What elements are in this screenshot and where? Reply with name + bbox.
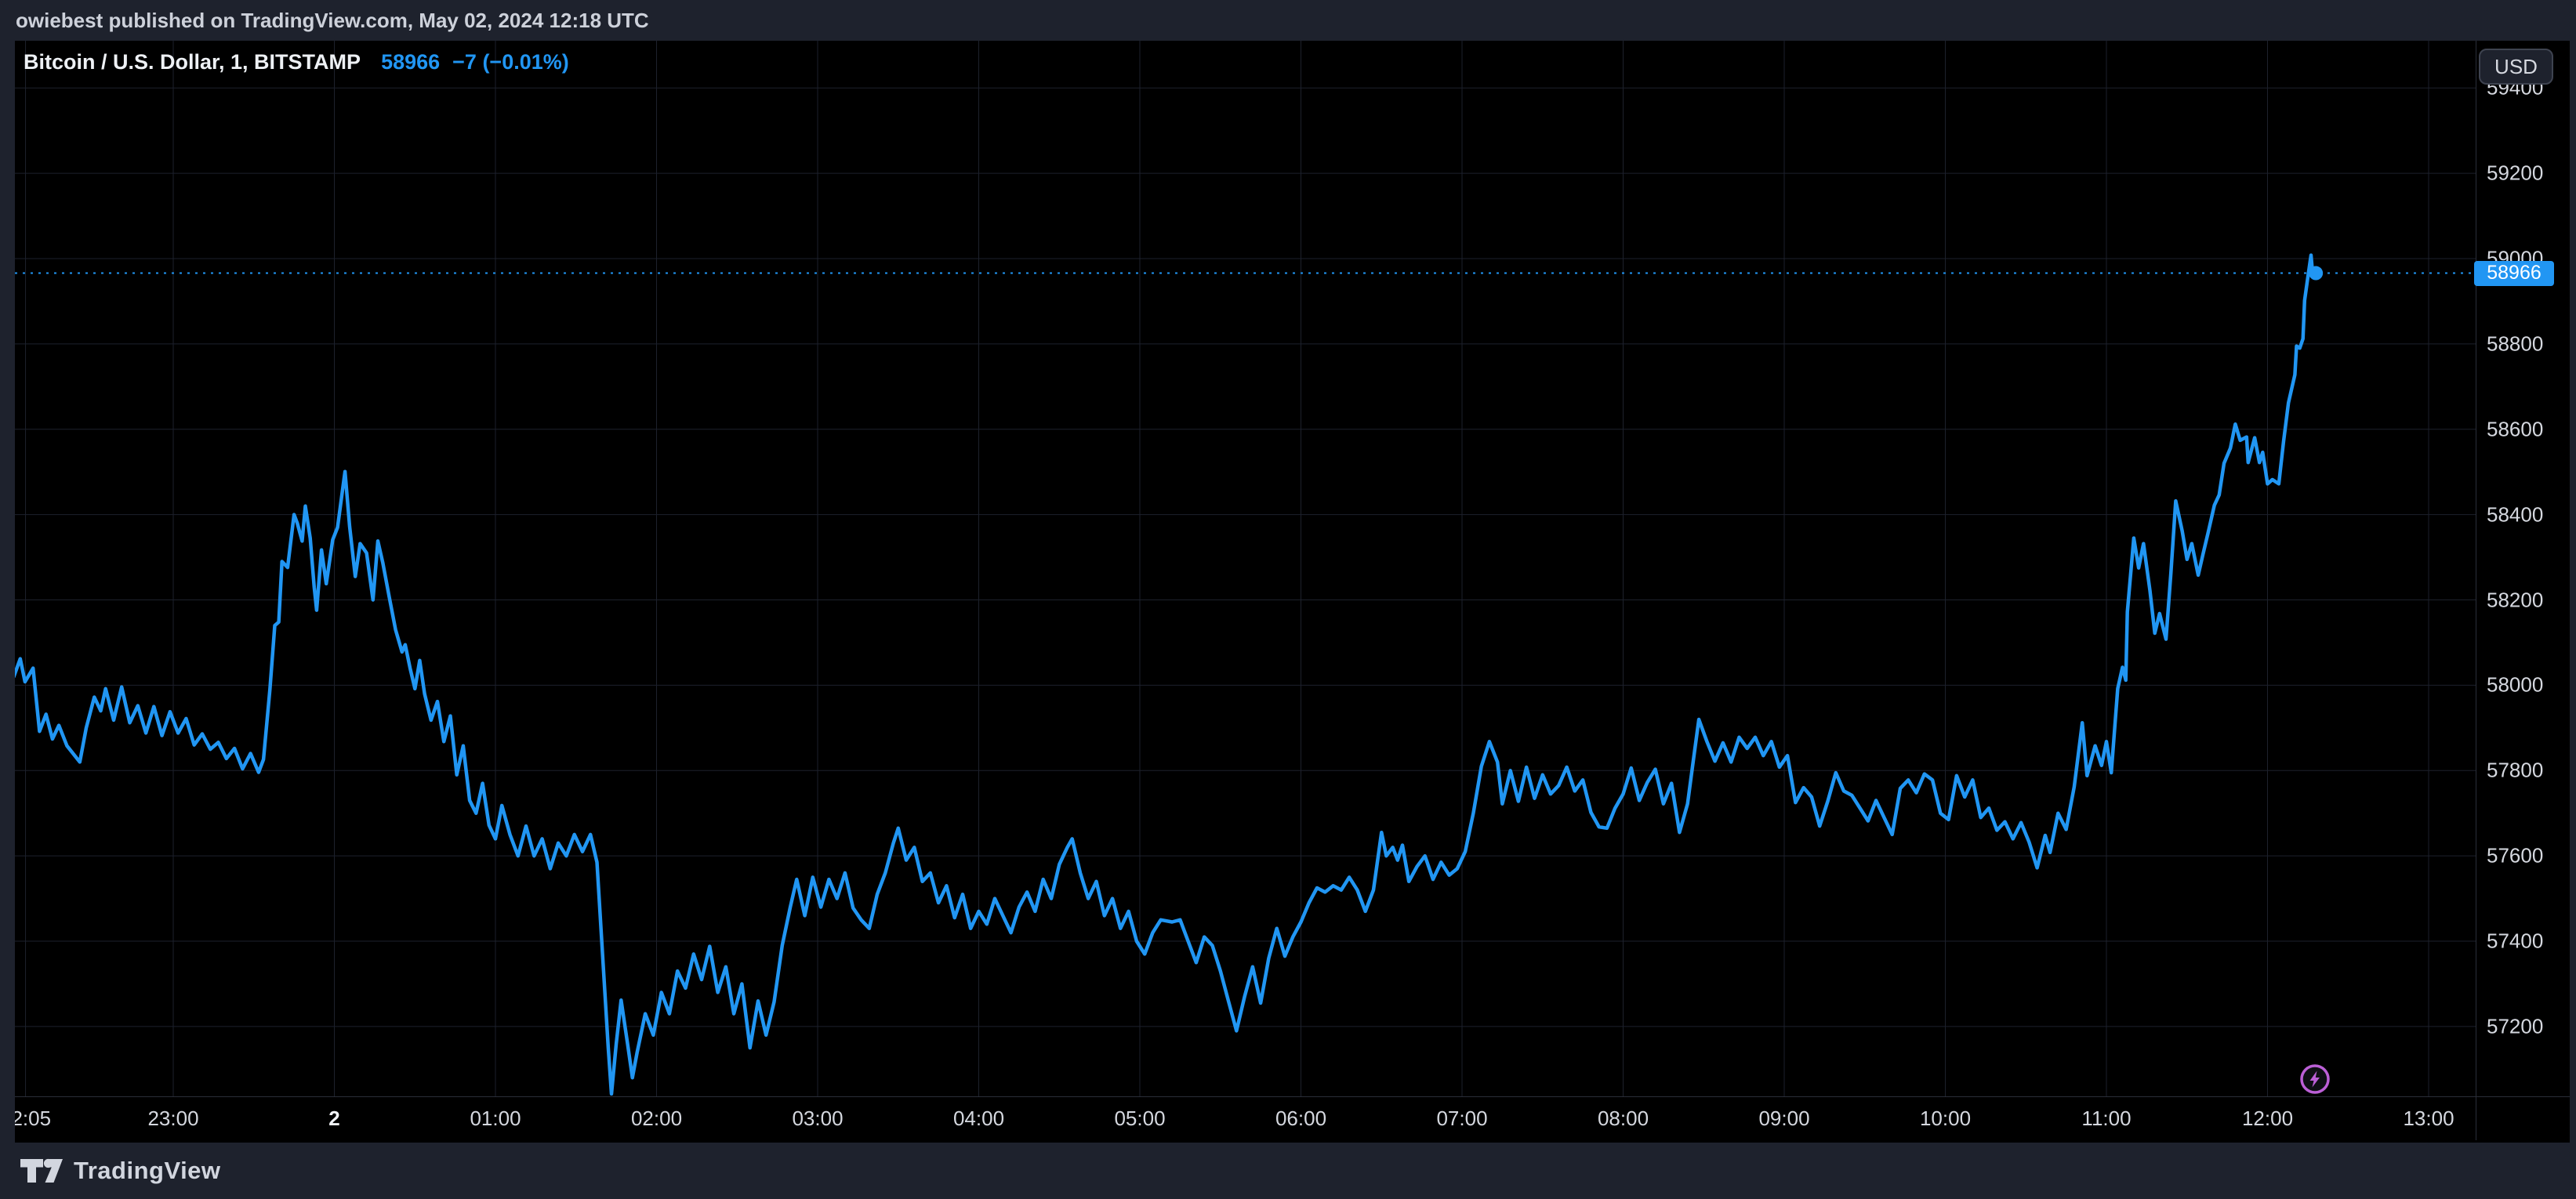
price-axis-tick: 57800 (2487, 758, 2544, 782)
lightning-bolt-glyph (2300, 1064, 2330, 1094)
footer-bar: TradingView (0, 1143, 2576, 1199)
price-axis-tick: 57400 (2487, 929, 2544, 953)
time-axis-tick: 03:00 (792, 1107, 844, 1130)
time-axis-tick: 05:00 (1114, 1107, 1166, 1130)
time-axis-tick: 06:00 (1275, 1107, 1327, 1130)
left-margin (0, 41, 15, 1143)
legend-change: −7 (−0.01%) (452, 50, 569, 74)
time-axis-tick: 23:00 (147, 1107, 199, 1130)
time-axis-tick: 13:00 (2403, 1107, 2454, 1130)
price-axis-tick: 57600 (2487, 843, 2544, 868)
legend-last-price: 58966 (381, 50, 441, 74)
time-axis-tick: 11:00 (2081, 1107, 2132, 1130)
time-axis-tick: 12:00 (2241, 1107, 2294, 1130)
currency-button[interactable]: USD (2479, 49, 2553, 85)
time-axis-tick: 07:00 (1436, 1107, 1488, 1130)
price-axis-tick: 58000 (2487, 672, 2544, 697)
price-axis-tick: 58400 (2487, 502, 2544, 527)
last-price-dot (2309, 266, 2324, 281)
time-axis-tick: 2 (328, 1107, 340, 1130)
time-axis-tick: 04:00 (952, 1107, 1005, 1130)
time-axis-tick: 01:00 (470, 1107, 521, 1130)
price-axis-tick: 57200 (2487, 1014, 2544, 1038)
tradingview-logo-text[interactable]: TradingView (74, 1157, 221, 1184)
price-axis-tick: 58600 (2487, 417, 2544, 441)
header-bar: owiebest published on TradingView.com, M… (0, 0, 2576, 41)
price-axis-tick: 58200 (2487, 588, 2544, 612)
time-axis-tick: 09:00 (1758, 1107, 1810, 1130)
time-axis-tick: 10:00 (1919, 1107, 1972, 1130)
time-axis-tick: 08:00 (1597, 1107, 1649, 1130)
price-axis-tick: 59200 (2487, 161, 2544, 185)
time-axis-tick: 02:00 (630, 1107, 683, 1130)
time-axis-separator (15, 1096, 2576, 1097)
last-price-value: 58966 (2487, 262, 2542, 284)
currency-button-label: USD (2494, 54, 2538, 78)
price-line-chart (0, 41, 2476, 1096)
chart-legend: Bitcoin / U.S. Dollar, 1, BITSTAMP 58966… (24, 50, 569, 74)
boost-lightning-icon[interactable] (2296, 1060, 2334, 1098)
header-attribution: owiebest published on TradingView.com, M… (16, 8, 649, 32)
price-line-series (0, 253, 2318, 1096)
symbol-title[interactable]: Bitcoin / U.S. Dollar, 1, BITSTAMP (24, 50, 361, 74)
tradingview-logo-icon[interactable] (19, 1157, 64, 1184)
right-margin (2570, 41, 2576, 1143)
price-axis-tick: 58800 (2487, 331, 2544, 356)
last-price-label: 58966 (2474, 260, 2554, 286)
